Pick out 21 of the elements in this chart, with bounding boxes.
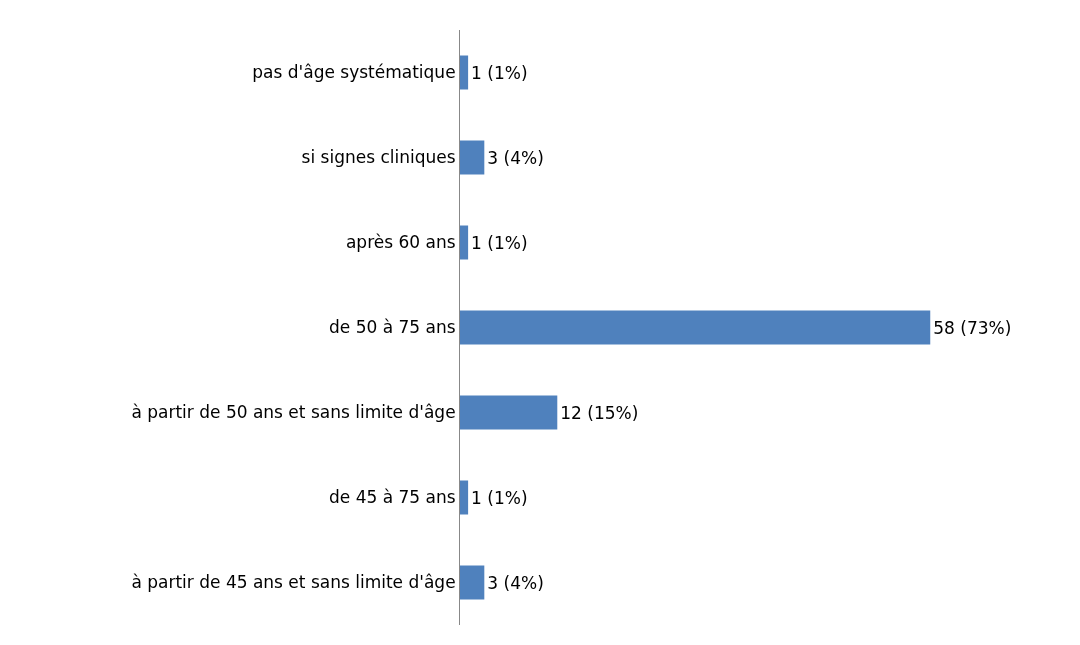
y-tick-label: de 50 à 75 ans [328,317,456,338]
data-label: 58 (73%) [933,317,1012,338]
data-label: 1 (1%) [471,62,528,83]
y-tick-label: de 45 à 75 ans [328,487,456,508]
bar [460,140,485,175]
data-label: 1 (1%) [471,487,528,508]
y-tick-label: à partir de 45 ans et sans limite d'âge [131,572,456,593]
bar [460,565,485,600]
bar [460,480,469,515]
data-label: 1 (1%) [471,232,528,253]
bar [460,55,469,90]
y-tick-label: après 60 ans [345,232,456,253]
y-tick-label: pas d'âge systématique [252,62,456,83]
data-label: 3 (4%) [487,572,544,593]
data-label: 12 (15%) [560,402,639,423]
data-label: 3 (4%) [487,147,544,168]
y-tick-label: si signes cliniques [301,147,456,168]
bar [460,395,558,430]
bar [460,225,469,260]
bar [460,310,931,345]
y-tick-label: à partir de 50 ans et sans limite d'âge [131,402,456,423]
